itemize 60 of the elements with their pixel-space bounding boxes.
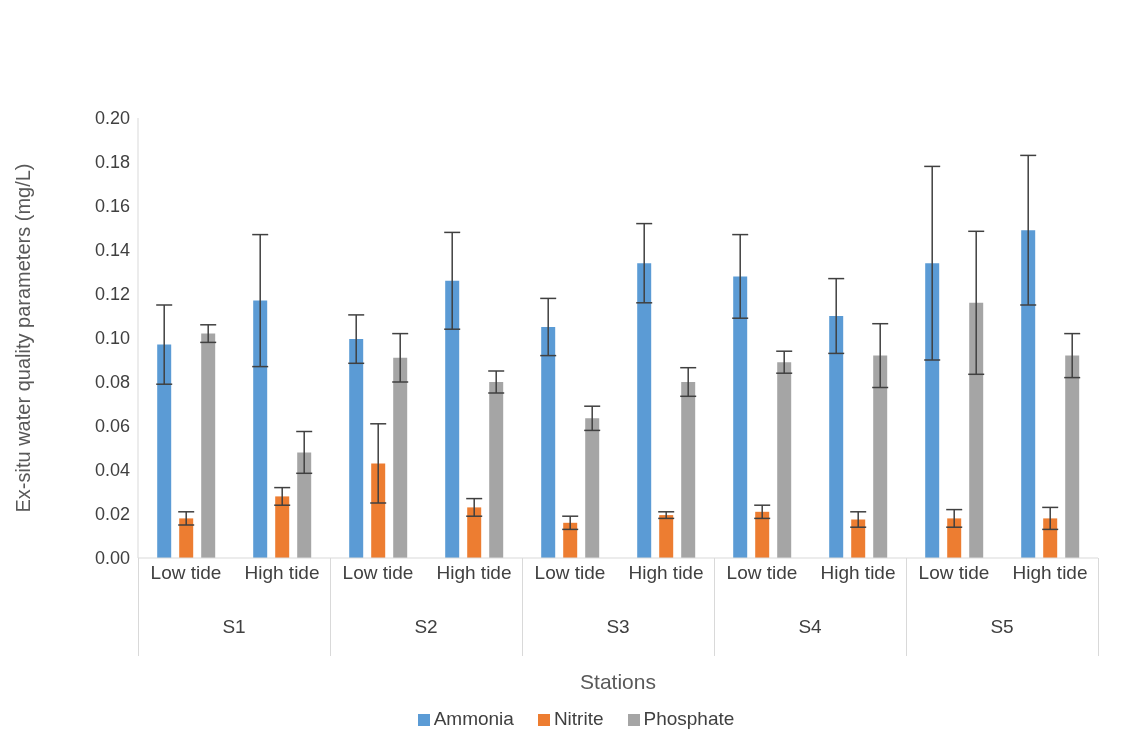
y-tick-label: 0.02 [94, 504, 130, 525]
y-tick-label: 0.14 [94, 240, 130, 261]
bar [659, 515, 674, 558]
x-tick-label: High tide [820, 562, 896, 584]
bar [253, 300, 268, 558]
y-tick-label: 0.10 [94, 328, 130, 349]
y-tick-label: 0.18 [94, 152, 130, 173]
x-tick-label: Low tide [342, 562, 414, 584]
legend-label: Phosphate [643, 708, 735, 729]
bar [297, 452, 312, 558]
bar [467, 507, 482, 558]
bar [969, 302, 984, 558]
bar [755, 511, 770, 558]
text: S1 [221, 616, 247, 638]
y-tick-label: 0.12 [94, 284, 130, 305]
y-tick-label: 0.00 [94, 548, 130, 569]
x-tick-label: Low tide [726, 562, 798, 584]
bar [681, 382, 696, 558]
y-tick-label: 0.06 [94, 416, 130, 437]
bar [275, 496, 290, 558]
bar [777, 362, 792, 558]
x-tick-label: High tide [628, 562, 704, 584]
x-axis-title: Stations [579, 670, 657, 694]
y-axis-title: Ex-situ water quality parameters (mg/L) [12, 163, 35, 513]
legend-label: Ammonia [433, 708, 514, 729]
text: S4 [797, 616, 823, 638]
bar [201, 333, 216, 558]
x-tick-label: Low tide [534, 562, 606, 584]
bar [563, 522, 578, 558]
x-tick-label: High tide [1012, 562, 1088, 584]
bar [179, 518, 194, 558]
text: S3 [605, 616, 631, 638]
y-tick-label: 0.20 [94, 108, 130, 129]
bar [393, 357, 408, 558]
bar [637, 263, 652, 558]
x-tick-label: High tide [244, 562, 320, 584]
x-tick-label: High tide [436, 562, 512, 584]
bar [585, 418, 600, 558]
bar [873, 355, 888, 558]
y-tick-label: 0.04 [94, 460, 130, 481]
bar [947, 518, 962, 558]
bar [1043, 518, 1058, 558]
x-tick-label: Low tide [918, 562, 990, 584]
bar [829, 316, 844, 558]
y-tick-label: 0.08 [94, 372, 130, 393]
text: S5 [989, 616, 1015, 638]
bar [157, 344, 172, 558]
bar [1065, 355, 1080, 558]
bar [1021, 230, 1036, 558]
bar [349, 339, 364, 558]
bar [925, 263, 940, 558]
bar [489, 382, 504, 558]
legend-label: Nitrite [553, 708, 604, 729]
bar [371, 463, 386, 558]
bar [733, 276, 748, 558]
text: S2 [413, 616, 439, 638]
bar [445, 280, 460, 558]
bar [541, 327, 556, 558]
x-tick-label: Low tide [150, 562, 222, 584]
y-tick-label: 0.16 [94, 196, 130, 217]
